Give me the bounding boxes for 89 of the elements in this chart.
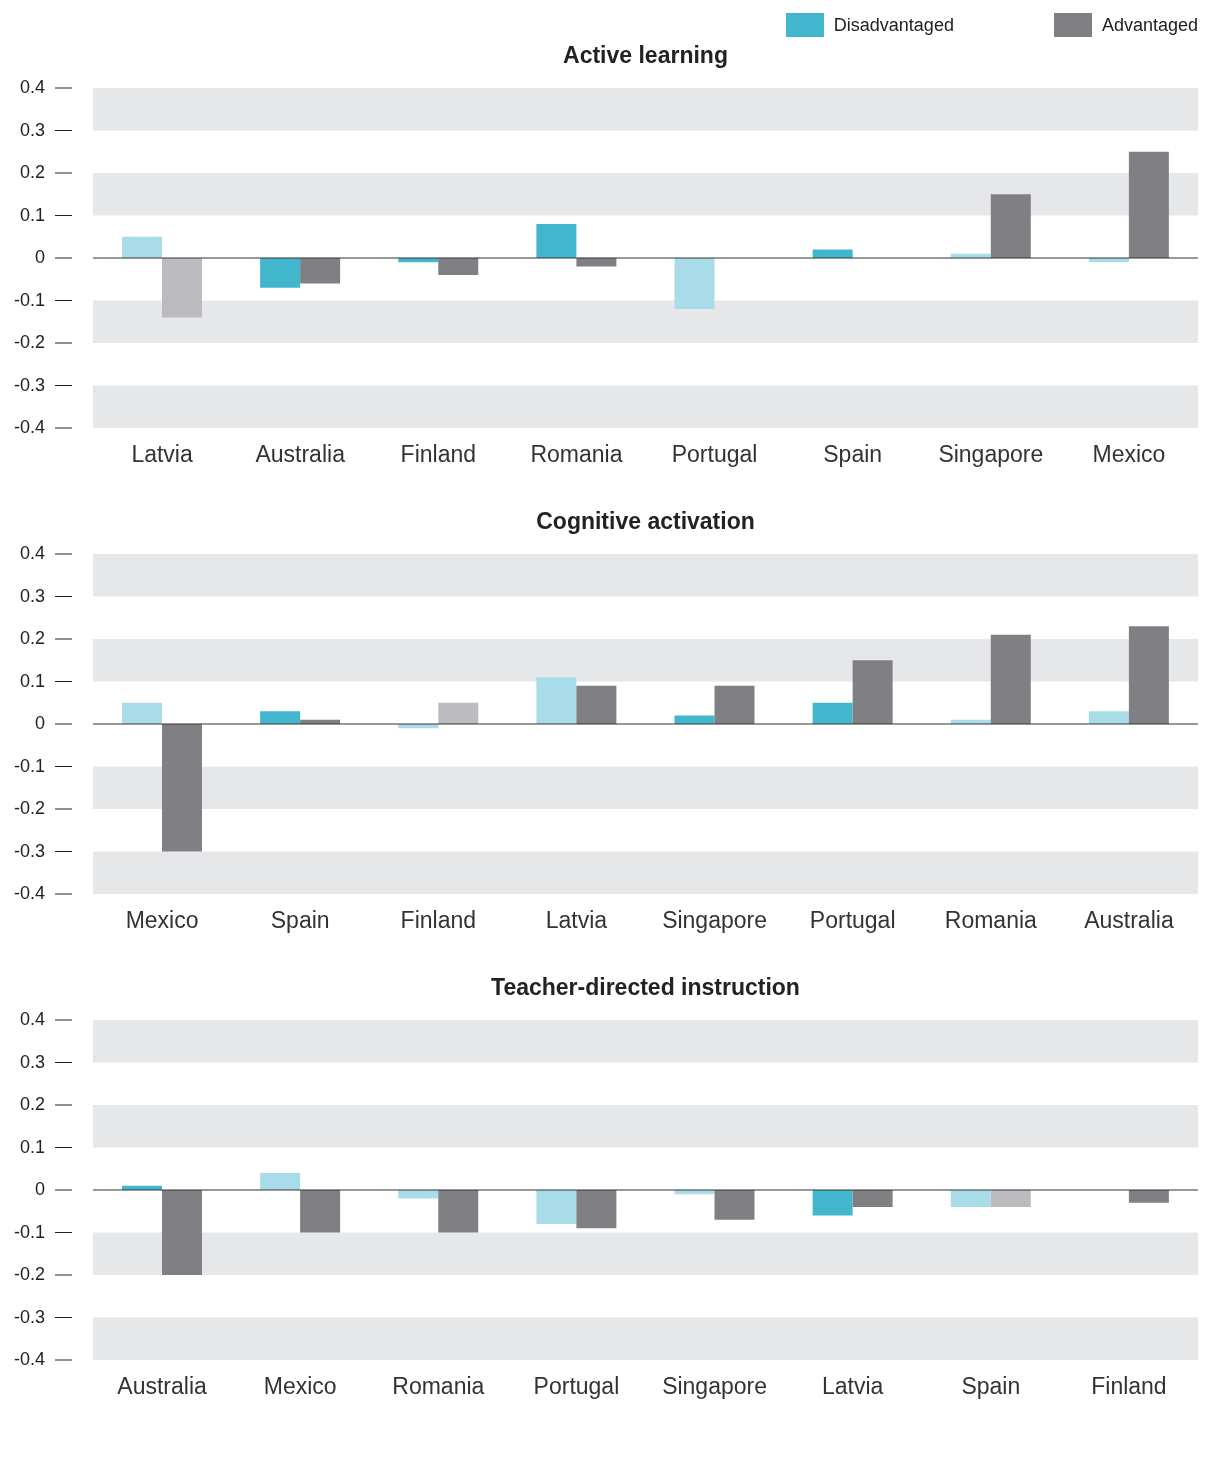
bar [812, 702, 853, 724]
y-tick-label: -0.4 [13, 1349, 45, 1369]
chart-title: Teacher-directed instruction [490, 974, 801, 1002]
y-tick-label: 0.2 [19, 1094, 45, 1114]
bar [438, 258, 479, 275]
y-tick-label: 0.4 [19, 1009, 45, 1029]
x-tick-label: Mexico [263, 1373, 337, 1400]
x-tick-label: Romania [392, 1373, 485, 1400]
y-tick-label: 0.3 [19, 585, 45, 606]
y-tick-label: 0 [34, 1179, 45, 1199]
x-tick-label: Mexico [1092, 441, 1166, 468]
x-tick-label: Singapore [938, 441, 1044, 468]
y-tick-label: -0.3 [13, 840, 45, 861]
y-tick-label: 0.1 [19, 204, 45, 225]
bar [122, 236, 163, 258]
y-tick-label: 0 [34, 247, 45, 267]
bar [576, 1190, 617, 1229]
x-tick-label: Portugal [809, 907, 896, 934]
bar [536, 224, 577, 258]
x-tick-label: Latvia [545, 907, 608, 934]
y-tick-label: -0.2 [13, 1264, 45, 1284]
x-tick-label: Singapore [662, 907, 767, 934]
y-tick-label: -0.3 [13, 374, 45, 395]
x-tick-label: Romania [530, 441, 623, 468]
y-tick-label: -0.4 [13, 417, 45, 437]
y-tick-label: 0.1 [19, 1136, 45, 1157]
bar [1128, 151, 1169, 258]
x-tick-label: Finland [1091, 1373, 1167, 1400]
y-tick-label: 0.4 [19, 543, 45, 563]
bar [576, 685, 617, 724]
bar [852, 1190, 893, 1207]
x-tick-label: Portugal [671, 441, 758, 468]
y-tick-label: 0.1 [19, 670, 45, 691]
y-tick-label: 0.3 [19, 1051, 45, 1072]
bar [1088, 711, 1129, 724]
bar [812, 1190, 853, 1216]
chart-title: Cognitive activation [535, 508, 756, 536]
bar [300, 1190, 341, 1233]
y-tick-label: 0.2 [19, 628, 45, 648]
x-tick-label: Spain [270, 907, 330, 934]
x-tick-label: Mexico [125, 907, 199, 934]
x-tick-label: Spain [823, 441, 883, 468]
bar [714, 1190, 755, 1220]
bar [162, 724, 203, 852]
x-tick-label: Australia [255, 441, 346, 468]
y-tick-label: 0.2 [19, 162, 45, 182]
chart-title: Active learning [562, 42, 729, 70]
x-tick-label: Romania [944, 907, 1038, 934]
bar [536, 1190, 577, 1224]
x-tick-label: Australia [117, 1373, 208, 1400]
y-tick-label: -0.3 [13, 1306, 45, 1327]
bar [674, 258, 715, 309]
bar [1128, 1190, 1169, 1203]
bar [714, 685, 755, 724]
y-tick-label: -0.2 [13, 332, 45, 352]
bar [1128, 626, 1169, 724]
x-tick-label: Australia [1084, 907, 1174, 934]
bar [852, 660, 893, 724]
y-tick-label: -0.2 [13, 798, 45, 818]
x-tick-label: Portugal [533, 1373, 620, 1400]
bar [990, 634, 1031, 724]
bar [162, 1190, 203, 1275]
bar [990, 1190, 1031, 1207]
x-tick-label: Latvia [822, 1373, 884, 1400]
x-tick-label: Finland [400, 441, 477, 468]
legend-label: Advantaged [1101, 14, 1198, 36]
bar [300, 258, 341, 284]
y-tick-label: 0 [34, 713, 45, 733]
bar [950, 1190, 991, 1207]
bar [438, 702, 479, 724]
bar [260, 258, 301, 288]
bar [162, 258, 203, 318]
bar [990, 194, 1031, 258]
x-tick-label: Singapore [662, 1373, 767, 1400]
x-tick-label: Latvia [131, 441, 193, 468]
y-tick-label: 0.4 [19, 77, 45, 97]
bar [260, 711, 301, 724]
y-tick-label: -0.4 [13, 883, 45, 903]
y-tick-label: 0.3 [19, 119, 45, 140]
y-tick-label: -0.1 [13, 755, 45, 776]
bar [438, 1190, 479, 1233]
legend-label: Disadvantaged [833, 14, 954, 36]
y-tick-label: -0.1 [13, 1221, 45, 1242]
bar [536, 677, 577, 724]
bar [260, 1173, 301, 1190]
y-tick-label: -0.1 [13, 289, 45, 310]
x-tick-label: Finland [400, 907, 477, 934]
x-tick-label: Spain [961, 1373, 1021, 1400]
bar [122, 702, 163, 724]
